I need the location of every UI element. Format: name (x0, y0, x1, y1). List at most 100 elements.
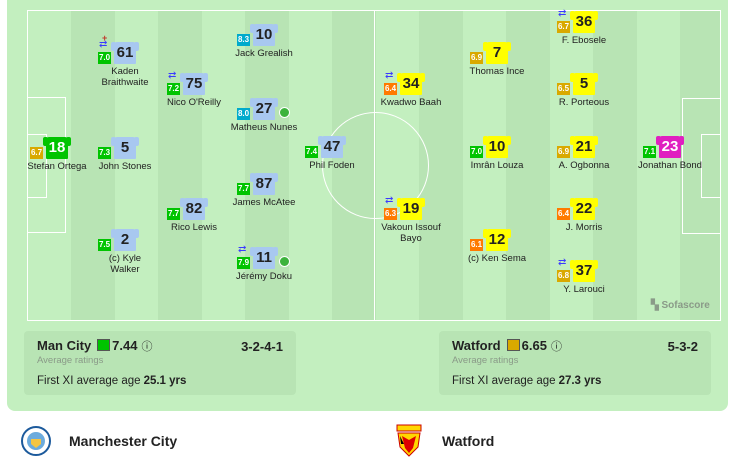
player-name: Rico Lewis (171, 222, 217, 233)
player-rating: 7.3 (98, 147, 111, 159)
player-name: John Stones (98, 161, 152, 172)
away-summary-card: Watford 6.65 ⓘ 5-3-2 Average ratings First… (439, 331, 711, 395)
player-away[interactable]: 21 6.9 A. Ogbonna (539, 136, 629, 171)
player-name: R. Porteous (558, 97, 610, 108)
player-away[interactable]: 23 7.1 Jonathan Bond (625, 136, 715, 171)
player-name: Thomas Ince (469, 66, 525, 77)
player-name: Jack Grealish (235, 48, 293, 59)
player-name: Kwadwo Baah (380, 97, 442, 108)
shirt-number: 5 (570, 73, 598, 95)
away-team-name: Watford (442, 433, 495, 449)
home-team-short-name: Man City (37, 338, 92, 353)
shirt-number: 7 (483, 42, 511, 64)
shirt-number: 27 (250, 98, 278, 120)
player-home[interactable]: 2 7.5 (c) Kyle Walker (80, 229, 170, 275)
player-away[interactable]: 37 6.8 ⇄ Y. Larouci (539, 258, 629, 295)
sofascore-watermark: ▚ Sofascore (651, 300, 710, 311)
man-city-crest-icon (21, 426, 51, 456)
player-away[interactable]: 12 6.1 (c) Ken Sema (452, 229, 542, 264)
player-name: (c) Kyle Walker (108, 253, 142, 275)
player-rating: 6.4 (557, 208, 570, 220)
shirt-number: 10 (250, 24, 278, 46)
center-circle (322, 112, 429, 219)
player-name: Stefan Ortega (27, 161, 87, 172)
info-icon[interactable]: ⓘ (141, 341, 153, 353)
player-name: Y. Larouci (563, 284, 605, 295)
shirt-number: 82 (180, 198, 208, 220)
pitch (27, 10, 721, 321)
player-away[interactable]: 5 6.5 R. Porteous (539, 73, 629, 108)
shirt-number: 37 (570, 260, 598, 282)
shirt-number: 21 (570, 136, 598, 158)
away-team-link[interactable]: Watford (394, 424, 494, 458)
player-rating: 7.4 (305, 146, 318, 158)
player-home[interactable]: 82 7.7 Rico Lewis (149, 198, 239, 233)
player-away[interactable]: 19 6.3 ⇄ Vakoun Issouf Bayo (366, 195, 456, 245)
player-home[interactable]: 10 8.3 Jack Grealish (219, 24, 309, 59)
player-away[interactable]: 10 7.0 Imrân Louza (452, 136, 542, 171)
player-away[interactable]: 34 6.4 ⇄ Kwadwo Baah (366, 70, 456, 109)
player-rating: 6.7 (30, 147, 43, 159)
player-name: J. Morris (565, 222, 603, 233)
player-rating: 7.0 (98, 52, 111, 64)
goal-icon (279, 107, 290, 118)
away-formation: 5-3-2 (667, 339, 698, 354)
substitution-icon: ⇄ (168, 70, 177, 81)
age-label: First XI average age (37, 375, 141, 387)
player-home[interactable]: 11 7.9 ⇄ Jérémy Doku (219, 244, 309, 283)
sofascore-logo-icon: ▚ (651, 300, 662, 311)
player-away[interactable]: 7 6.9 Thomas Ince (452, 42, 542, 77)
player-home[interactable]: 5 7.3 John Stones (80, 137, 170, 172)
goal-area-left (28, 134, 47, 198)
shirt-number: 5 (111, 137, 139, 159)
home-avg-rating: 7.44 (112, 338, 138, 353)
shirt-number: 34 (397, 73, 425, 95)
away-rating-swatch (506, 339, 520, 351)
home-rating-swatch (97, 339, 111, 351)
away-avg-rating: 6.65 (521, 338, 547, 353)
shirt-number: 75 (180, 73, 208, 95)
player-away[interactable]: 36 6.7 ⇄ F. Ebosele (539, 8, 629, 46)
away-avg-age: 27.3 yrs (558, 375, 602, 387)
player-rating: 7.7 (237, 183, 250, 195)
player-home[interactable]: 75 7.2 ⇄ Nico O'Reilly (149, 70, 239, 109)
lineups-panel: 18 6.7 Stefan Ortega 61 7.0 ⇄ + Kaden Braithwai… (7, 0, 728, 411)
substitution-icon: ⇄ (558, 8, 567, 19)
player-rating: 6.3 (384, 208, 397, 220)
player-home[interactable]: 87 7.7 James McAtee (219, 173, 309, 208)
shirt-number: 23 (656, 136, 684, 158)
watford-crest-icon (396, 424, 422, 457)
substitution-icon: ⇄ (385, 70, 394, 81)
penalty-box-right (682, 98, 720, 234)
home-team-name: Manchester City (69, 433, 178, 449)
player-name: Nico O'Reilly (166, 97, 222, 108)
home-avg-age: 25.1 yrs (143, 375, 187, 387)
player-name: Phil Foden (309, 160, 355, 171)
player-home[interactable]: 18 6.7 Stefan Ortega (12, 137, 102, 172)
player-name: F. Ebosele (561, 35, 607, 46)
player-name: James McAtee (232, 197, 296, 208)
player-name: Vakoun Issouf Bayo (381, 222, 441, 244)
player-name: A. Ogbonna (558, 160, 610, 171)
away-team-short-name: Watford (452, 338, 501, 353)
player-rating: 7.9 (237, 257, 250, 269)
player-rating: 8.3 (237, 34, 250, 46)
penalty-box-left (28, 97, 66, 233)
shirt-number: 22 (570, 198, 598, 220)
shirt-number: 19 (397, 198, 425, 220)
info-icon[interactable]: ⓘ (550, 341, 562, 353)
substitution-icon: ⇄ (385, 195, 394, 206)
player-name: Kaden Braithwaite (101, 66, 149, 88)
player-away[interactable]: 22 6.4 J. Morris (539, 198, 629, 233)
home-team-link[interactable]: Manchester City (21, 424, 177, 458)
player-home[interactable]: 47 7.4 Phil Foden (287, 136, 377, 171)
player-home[interactable]: 61 7.0 ⇄ + Kaden Braithwaite (80, 33, 170, 88)
player-rating: 6.7 (557, 21, 570, 33)
home-formation: 3-2-4-1 (241, 339, 283, 354)
avg-ratings-label: Average ratings (37, 355, 104, 366)
shirt-number: 47 (318, 136, 346, 158)
injury-icon: + (102, 33, 108, 43)
player-home[interactable]: 27 8.0 Matheus Nunes (219, 98, 309, 133)
substitution-icon: ⇄ (238, 244, 247, 255)
player-name: Matheus Nunes (230, 122, 298, 133)
